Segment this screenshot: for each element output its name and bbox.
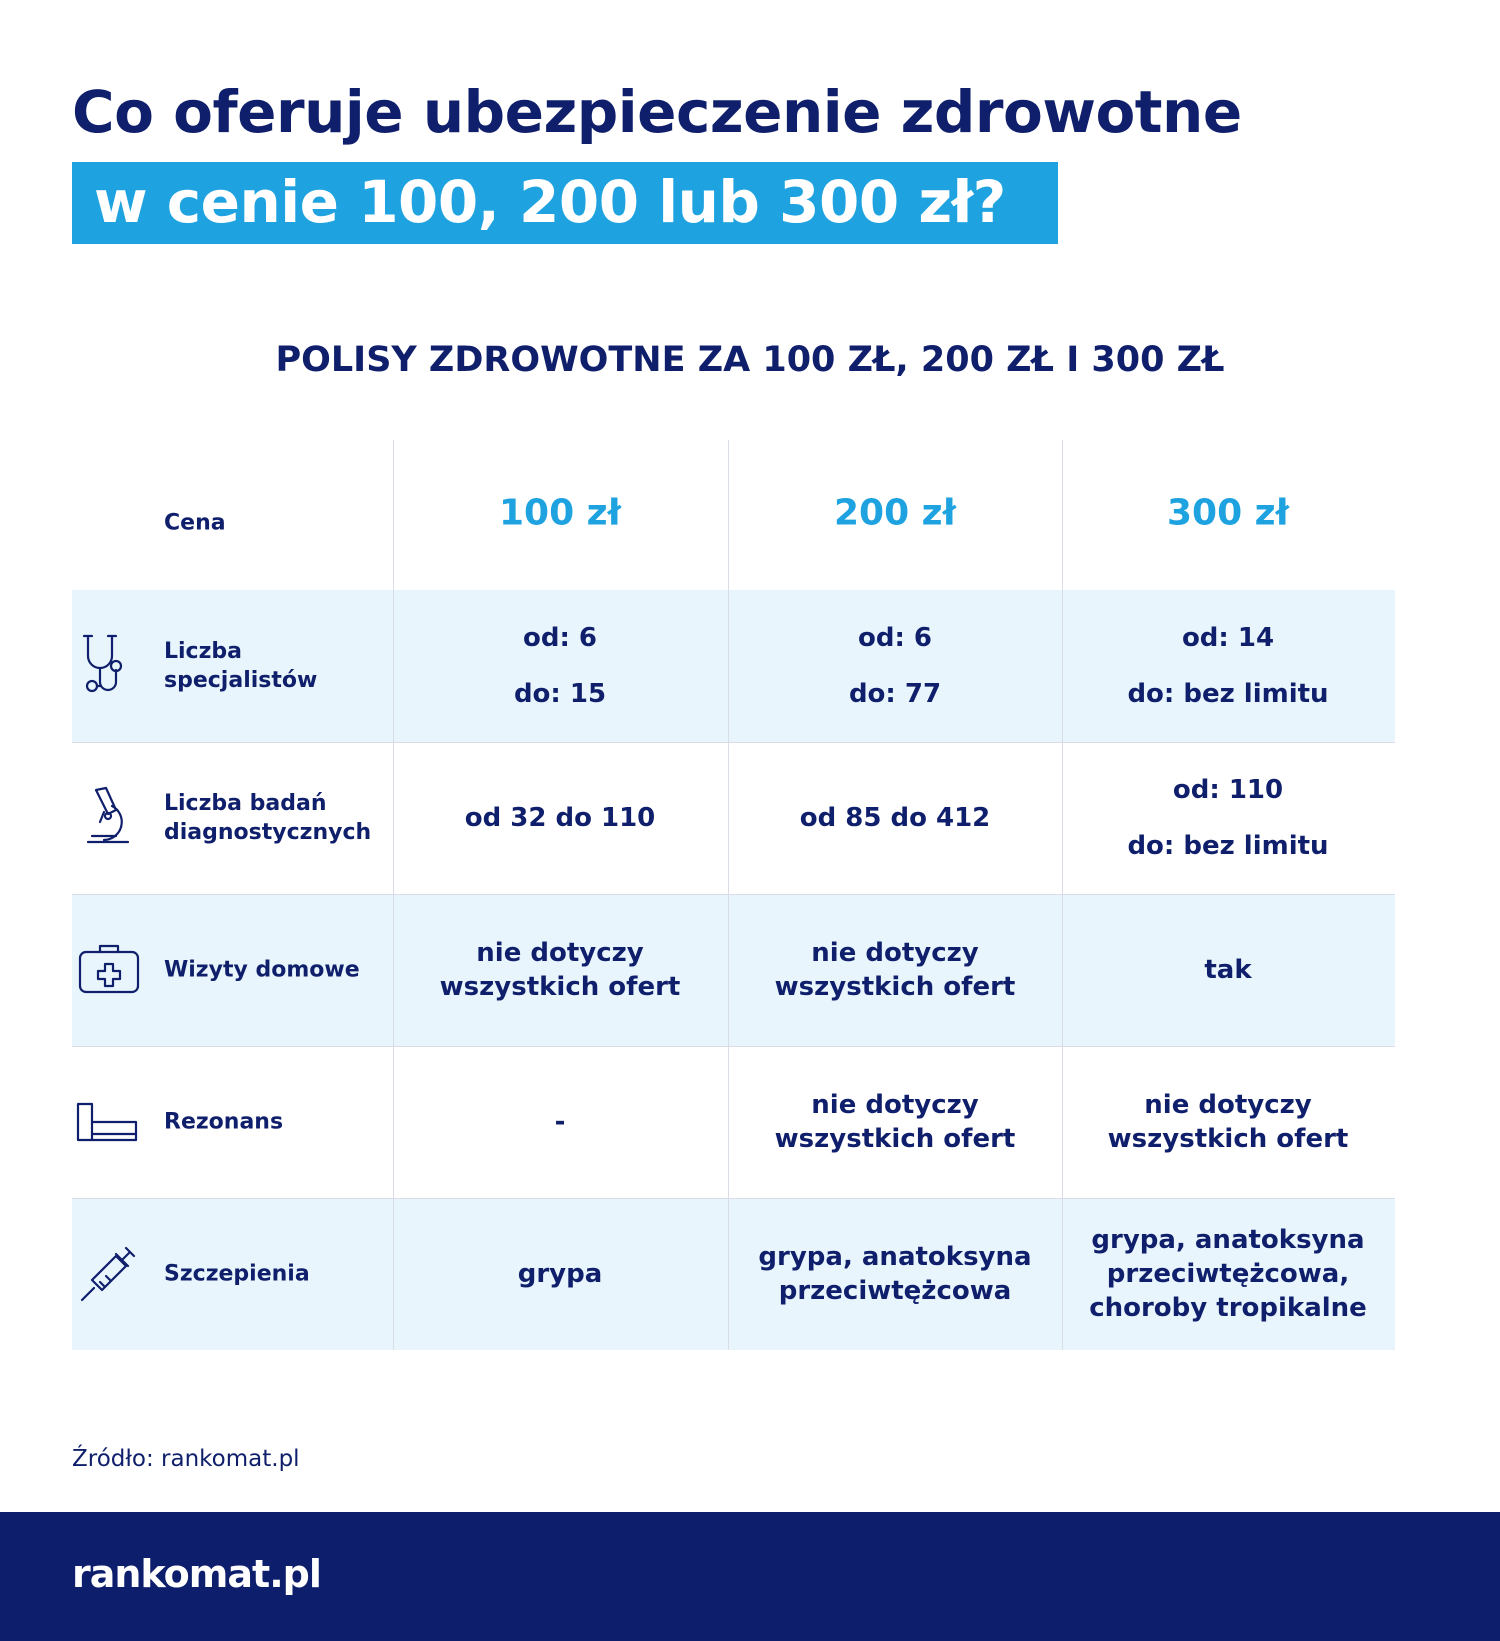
table-cell: nie dotyczy wszystkich ofert xyxy=(740,1088,1050,1156)
table-cell: - xyxy=(405,1105,715,1139)
table-cell: nie dotyczy wszystkich ofert xyxy=(740,936,1050,1004)
cell-text: tak xyxy=(1204,955,1252,985)
row-divider xyxy=(72,894,1395,895)
table-cell: od: 14 do: bez limitu xyxy=(1073,621,1383,711)
stethoscope-icon xyxy=(82,634,123,693)
row-label: Wizyty domowe xyxy=(164,957,360,983)
cell-text: od: 6 xyxy=(522,623,597,653)
cell-text: do: 15 xyxy=(513,679,607,709)
logo: rankomat.pl xyxy=(72,1552,322,1596)
table-cell: od 85 do 412 xyxy=(740,801,1050,835)
cell-text: nie dotyczy wszystkich ofert xyxy=(1107,1090,1349,1154)
column-divider xyxy=(1062,440,1063,1350)
row-divider xyxy=(72,1046,1395,1047)
table-cell: od: 6 do: 15 xyxy=(405,621,715,711)
title-highlight xyxy=(72,162,1058,244)
syringe-icon xyxy=(80,1246,136,1302)
table-row xyxy=(72,590,1395,742)
column-divider xyxy=(728,440,729,1350)
table-row xyxy=(72,1198,1395,1350)
cell-text: od: 6 xyxy=(857,623,932,653)
cell-text: nie dotyczy wszystkich ofert xyxy=(439,938,681,1002)
table-title: POLISY ZDROWOTNE ZA 100 ZŁ, 200 ZŁ I 300… xyxy=(275,340,1225,380)
cell-text: do: 77 xyxy=(848,679,942,709)
table-cell: grypa xyxy=(405,1257,715,1291)
source: Źródło: rankomat.pl xyxy=(72,1446,300,1472)
cell-text: od 85 do 412 xyxy=(799,803,991,833)
cell-text: do: bez limitu xyxy=(1127,679,1329,709)
row-divider xyxy=(72,742,1395,743)
title: w cenie 100, 200 lub 300 zł? xyxy=(94,168,1006,236)
cell-text: do: bez limitu xyxy=(1127,831,1329,861)
table-cell: nie dotyczy wszystkich ofert xyxy=(1073,1088,1383,1156)
price-header: 200 zł xyxy=(834,492,956,534)
cell-text: od 32 do 110 xyxy=(464,803,656,833)
title: Co oferuje ubezpieczenie zdrowotne xyxy=(72,78,1242,146)
cell-text: od: 14 xyxy=(1181,623,1275,653)
row-label: Rezonans xyxy=(164,1109,284,1135)
scanner-icon xyxy=(76,1102,138,1142)
row-divider xyxy=(72,1198,1395,1199)
cell-text: grypa, anatoksyna przeciwtężcowa, chorob… xyxy=(1089,1225,1367,1323)
table-cell: od: 110 do: bez limitu xyxy=(1073,773,1383,863)
table-cell: od: 6 do: 77 xyxy=(740,621,1050,711)
cell-text: nie dotyczy wszystkich ofert xyxy=(774,938,1016,1002)
table-cell: grypa, anatoksyna przeciwtężcowa xyxy=(740,1240,1050,1308)
microscope-icon xyxy=(86,786,130,844)
column-divider xyxy=(393,440,394,1350)
table-cell: nie dotyczy wszystkich ofert xyxy=(405,936,715,1004)
cell-text: - xyxy=(554,1107,566,1137)
price-header: 300 zł xyxy=(1167,492,1289,534)
row-label: Szczepienia xyxy=(164,1261,310,1287)
cell-text: grypa xyxy=(517,1259,603,1289)
header-label: Cena xyxy=(164,510,226,536)
table-row xyxy=(72,894,1395,1046)
medkit-icon xyxy=(78,944,140,994)
price-header: 100 zł xyxy=(499,492,621,534)
row-label: Liczba badań diagnostycznych xyxy=(164,791,372,845)
cell-text: nie dotyczy wszystkich ofert xyxy=(774,1090,1016,1154)
cell-text: od: 110 xyxy=(1172,775,1284,805)
table-cell: od 32 do 110 xyxy=(405,801,715,835)
row-label: Liczba specjalistów xyxy=(164,639,318,693)
table-cell: grypa, anatoksyna przeciwtężcowa, chorob… xyxy=(1073,1223,1383,1325)
footer xyxy=(0,1512,1500,1641)
table-cell: tak xyxy=(1073,953,1383,987)
cell-text: grypa, anatoksyna przeciwtężcowa xyxy=(758,1242,1032,1306)
